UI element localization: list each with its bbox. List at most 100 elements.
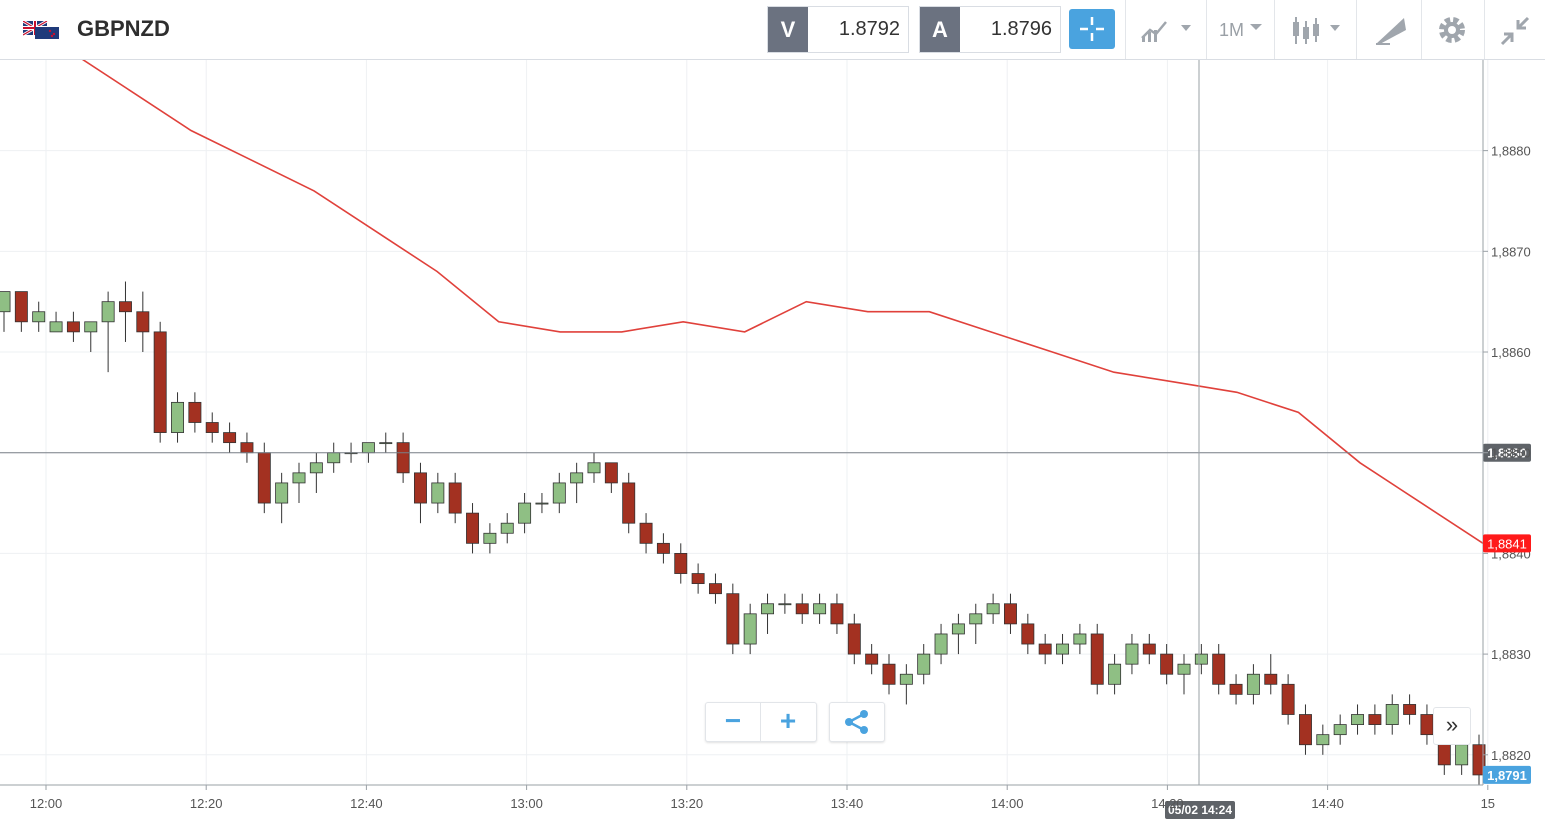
- candle: [101, 291, 115, 373]
- candle-body: [49, 321, 63, 333]
- last-price-box: [1483, 765, 1531, 784]
- x-tick-label: 12:40: [350, 796, 383, 811]
- candle: [778, 593, 792, 614]
- candle-body: [483, 532, 497, 544]
- candle-body: [14, 291, 28, 323]
- candle-body: [361, 442, 375, 454]
- x-tick-label: 15: [1481, 796, 1495, 811]
- candle: [431, 472, 445, 514]
- candle-body: [1021, 623, 1035, 645]
- x-tick-label: 13:40: [831, 796, 864, 811]
- candle: [622, 472, 636, 534]
- scroll-to-latest-label: »: [1445, 712, 1459, 737]
- candle-body: [830, 603, 844, 625]
- candle-body: [1003, 603, 1017, 625]
- candle-body: [327, 452, 341, 464]
- buy-price-button[interactable]: A 1.8796: [919, 6, 1061, 53]
- candle-body: [1472, 744, 1486, 776]
- axes-layer: 1,88801,88701,88601,88501,88401,88301,88…: [0, 60, 1531, 811]
- candle-body: [466, 512, 480, 544]
- candle: [1090, 623, 1104, 695]
- timeframe-label: 1M: [1219, 20, 1245, 40]
- candle-body: [865, 653, 879, 665]
- candle: [1212, 644, 1226, 695]
- scroll-to-latest-button[interactable]: »: [1433, 707, 1471, 745]
- candle-body: [1316, 734, 1330, 746]
- candle-body: [726, 593, 740, 645]
- candle: [674, 543, 688, 584]
- zoom-in-button[interactable]: +: [761, 703, 815, 741]
- candle: [413, 462, 427, 524]
- x-tick-label: 14:20: [1151, 796, 1184, 811]
- candle: [448, 472, 462, 524]
- x-tick-label: 12:00: [30, 796, 63, 811]
- candle-body: [986, 603, 1000, 615]
- zoom-out-label: −: [724, 705, 742, 736]
- settings-button[interactable]: [1425, 0, 1483, 59]
- candle: [639, 513, 653, 554]
- share-button[interactable]: [829, 702, 885, 742]
- candle: [49, 311, 63, 333]
- candle: [882, 654, 896, 695]
- timeframe-dropdown[interactable]: 1M: [1207, 0, 1273, 59]
- candle: [118, 281, 132, 342]
- candle-body: [951, 623, 965, 635]
- candle-body: [934, 633, 948, 655]
- candle-body: [1038, 643, 1052, 655]
- y-tick-label: 1,8870: [1491, 244, 1531, 259]
- candle-body: [1212, 653, 1226, 685]
- candle-body: [1090, 633, 1104, 685]
- candle-body: [622, 482, 636, 524]
- candle-body: [882, 663, 896, 685]
- draw-tool-button[interactable]: [1360, 0, 1420, 59]
- candle-body: [205, 422, 219, 433]
- chart-toolbar: GBPNZD V 1.8792 A 1.8796 1M: [0, 0, 1545, 60]
- uk-nz-flag-icon: [23, 21, 59, 39]
- sell-price: 1.8792: [838, 18, 900, 40]
- x-tick-label: 14:00: [991, 796, 1024, 811]
- candle: [1194, 644, 1208, 675]
- candle-body: [1108, 663, 1122, 685]
- candle: [171, 392, 185, 443]
- x-tick-label: 13:00: [510, 796, 543, 811]
- candle: [1351, 704, 1365, 735]
- candle-body: [188, 401, 202, 423]
- candle-style-dropdown[interactable]: [1278, 0, 1352, 59]
- candle: [847, 613, 861, 665]
- candle-body: [518, 502, 532, 524]
- candle-body: [813, 603, 827, 615]
- candle: [604, 462, 618, 493]
- candle: [396, 432, 410, 483]
- candle: [743, 603, 757, 655]
- candle: [813, 593, 827, 624]
- y-tick-label: 1,8880: [1491, 144, 1531, 159]
- sell-price-button[interactable]: V 1.8792: [767, 6, 909, 53]
- candle: [934, 623, 948, 665]
- candle-body: [535, 502, 549, 505]
- candle-body: [136, 311, 150, 333]
- candle: [66, 311, 80, 342]
- crosshair-button[interactable]: [1069, 9, 1115, 49]
- candle: [1420, 704, 1434, 745]
- candle: [917, 644, 931, 685]
- price-chart[interactable]: 1,8850 05/02 14:24 1,8880 1,8870 1,8860 1,88…: [0, 49, 1545, 822]
- candle-body: [847, 623, 861, 655]
- candle-body: [379, 442, 393, 445]
- candle: [1246, 664, 1260, 705]
- candle: [292, 462, 306, 504]
- collapse-button[interactable]: [1488, 0, 1543, 59]
- candle: [1368, 704, 1382, 735]
- candle: [205, 412, 219, 443]
- candle: [1073, 623, 1087, 655]
- candle: [761, 593, 775, 634]
- candle-body: [448, 482, 462, 514]
- candle-body: [171, 401, 185, 433]
- candle: [951, 613, 965, 655]
- chart-type-dropdown[interactable]: [1130, 0, 1202, 59]
- candle: [1385, 694, 1399, 735]
- candle-body: [1333, 724, 1347, 736]
- candle: [14, 291, 28, 332]
- zoom-out-button[interactable]: −: [706, 703, 761, 741]
- candle: [795, 593, 809, 624]
